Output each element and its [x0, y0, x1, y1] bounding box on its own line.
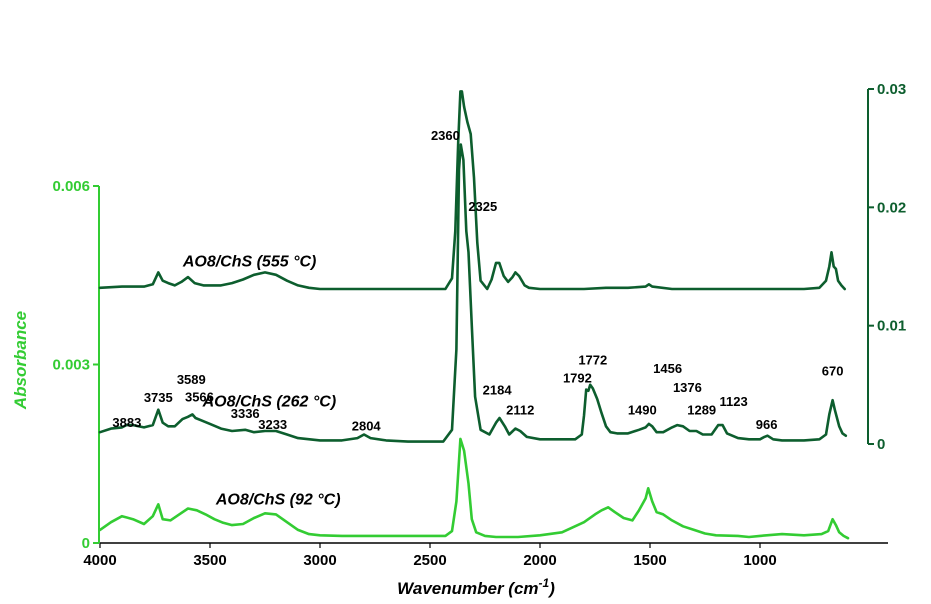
peak-label: 1123: [719, 394, 747, 409]
peak-label: 1456: [653, 361, 682, 376]
x-tick-label: 1500: [633, 552, 666, 569]
peak-label: 3735: [144, 390, 173, 405]
x-axis-title-end: ): [547, 579, 555, 598]
x-tick-label: 1000: [743, 552, 776, 569]
right-y-tick-label: 0.02: [877, 199, 906, 216]
right-y-tick-label: 0: [877, 436, 885, 453]
left-y-tick-label: 0: [82, 535, 90, 552]
labels-layer: AO8/ChS (555 °C) AO8/ChS (262 °C) AO8/ChS …: [112, 128, 843, 508]
right-y-tick-label: 0.01: [877, 318, 906, 335]
peak-label: 966: [756, 417, 778, 432]
series-line-2: [98, 143, 848, 443]
series-label: AO8/ChS (262 °C): [202, 394, 337, 411]
peak-label: 1772: [578, 353, 607, 368]
peak-label: 670: [822, 363, 844, 378]
series-line-3: [98, 90, 846, 291]
x-axis-title-main: Wavenumber (cm: [397, 579, 538, 598]
peak-label: 1376: [673, 380, 702, 395]
peak-label: 1490: [628, 402, 657, 417]
x-axis-title-sup: -1: [539, 576, 550, 590]
series-line-1: [98, 437, 850, 540]
peak-label: 3336: [231, 406, 260, 421]
peak-label: 2112: [506, 402, 534, 417]
right-y-tick-label: 0.03: [877, 81, 906, 98]
peak-label: 2325: [468, 199, 497, 214]
peak-label: 2184: [483, 382, 513, 397]
peak-label: 3589: [177, 372, 206, 387]
series-layer: [98, 90, 850, 540]
axes: 4000 3500 3000 2500 2000 1500 1000 0 0.003 0.006 0…: [52, 81, 906, 569]
peak-label: 2804: [352, 418, 382, 433]
series-label: AO8/ChS (555 °C): [182, 254, 317, 271]
x-tick-label: 3500: [193, 552, 226, 569]
peak-label: 3233: [258, 417, 287, 432]
peak-label: 1289: [687, 402, 716, 417]
peak-label: 1792: [563, 370, 592, 385]
y-axis-title: Absorbance: [11, 311, 30, 410]
x-tick-label: 2500: [413, 552, 446, 569]
peak-label: 3883: [112, 415, 141, 430]
series-label: AO8/ChS (92 °C): [215, 491, 341, 508]
x-tick-label: 3000: [303, 552, 336, 569]
x-axis-title: Wavenumber (cm-1): [397, 576, 555, 598]
left-y-tick-label: 0.006: [52, 178, 90, 195]
peak-label: 3566: [185, 389, 214, 404]
x-tick-label: 4000: [83, 552, 116, 569]
peak-label: 2360: [431, 128, 460, 143]
left-y-tick-label: 0.003: [52, 357, 90, 374]
x-tick-label: 2000: [523, 552, 556, 569]
